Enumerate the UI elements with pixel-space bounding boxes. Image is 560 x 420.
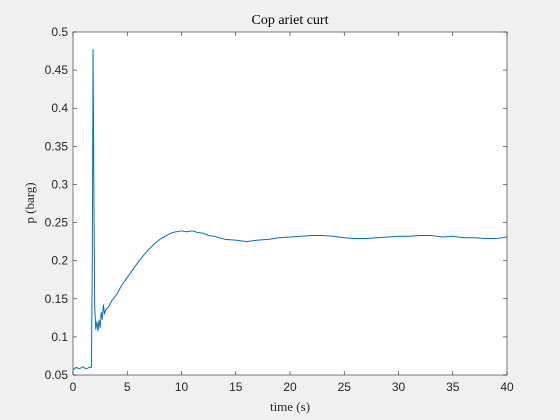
x-tick-label: 35 [446,380,460,394]
x-tick-label: 5 [124,380,131,394]
x-tick-label: 20 [283,380,297,394]
y-tick-label: 0.5 [51,25,68,39]
series-line-0 [72,49,508,371]
y-tick-label: 0.25 [45,216,69,230]
y-tick-label: 0.45 [45,63,69,77]
y-tick-label: 0.15 [45,292,69,306]
y-axis-label: p (barg) [22,182,37,223]
x-tick-label: 40 [500,380,514,394]
y-tick-label: 0.1 [51,330,68,344]
y-tick-label: 0.4 [51,101,68,115]
y-tick-label: 0.3 [51,177,68,191]
x-ticks: 0 5 10 15 20 25 30 35 40 [70,32,514,394]
axes-background [73,32,507,375]
y-tick-label: 0.35 [45,139,69,153]
chart-title: Cop ariet curt [252,13,329,28]
y-ticks: 0.05 0.1 0.15 0.2 0.25 0.3 0.35 0.4 0.45 0.5 [45,25,507,382]
y-tick-label: 0.05 [45,368,69,382]
x-tick-label: 0 [70,380,77,394]
x-tick-label: 15 [229,380,243,394]
x-tick-label: 25 [338,380,352,394]
series-layer [72,49,508,371]
x-tick-label: 10 [175,380,189,394]
x-tick-label: 30 [392,380,406,394]
y-tick-label: 0.2 [51,254,68,268]
x-axis-label: time (s) [270,399,310,414]
